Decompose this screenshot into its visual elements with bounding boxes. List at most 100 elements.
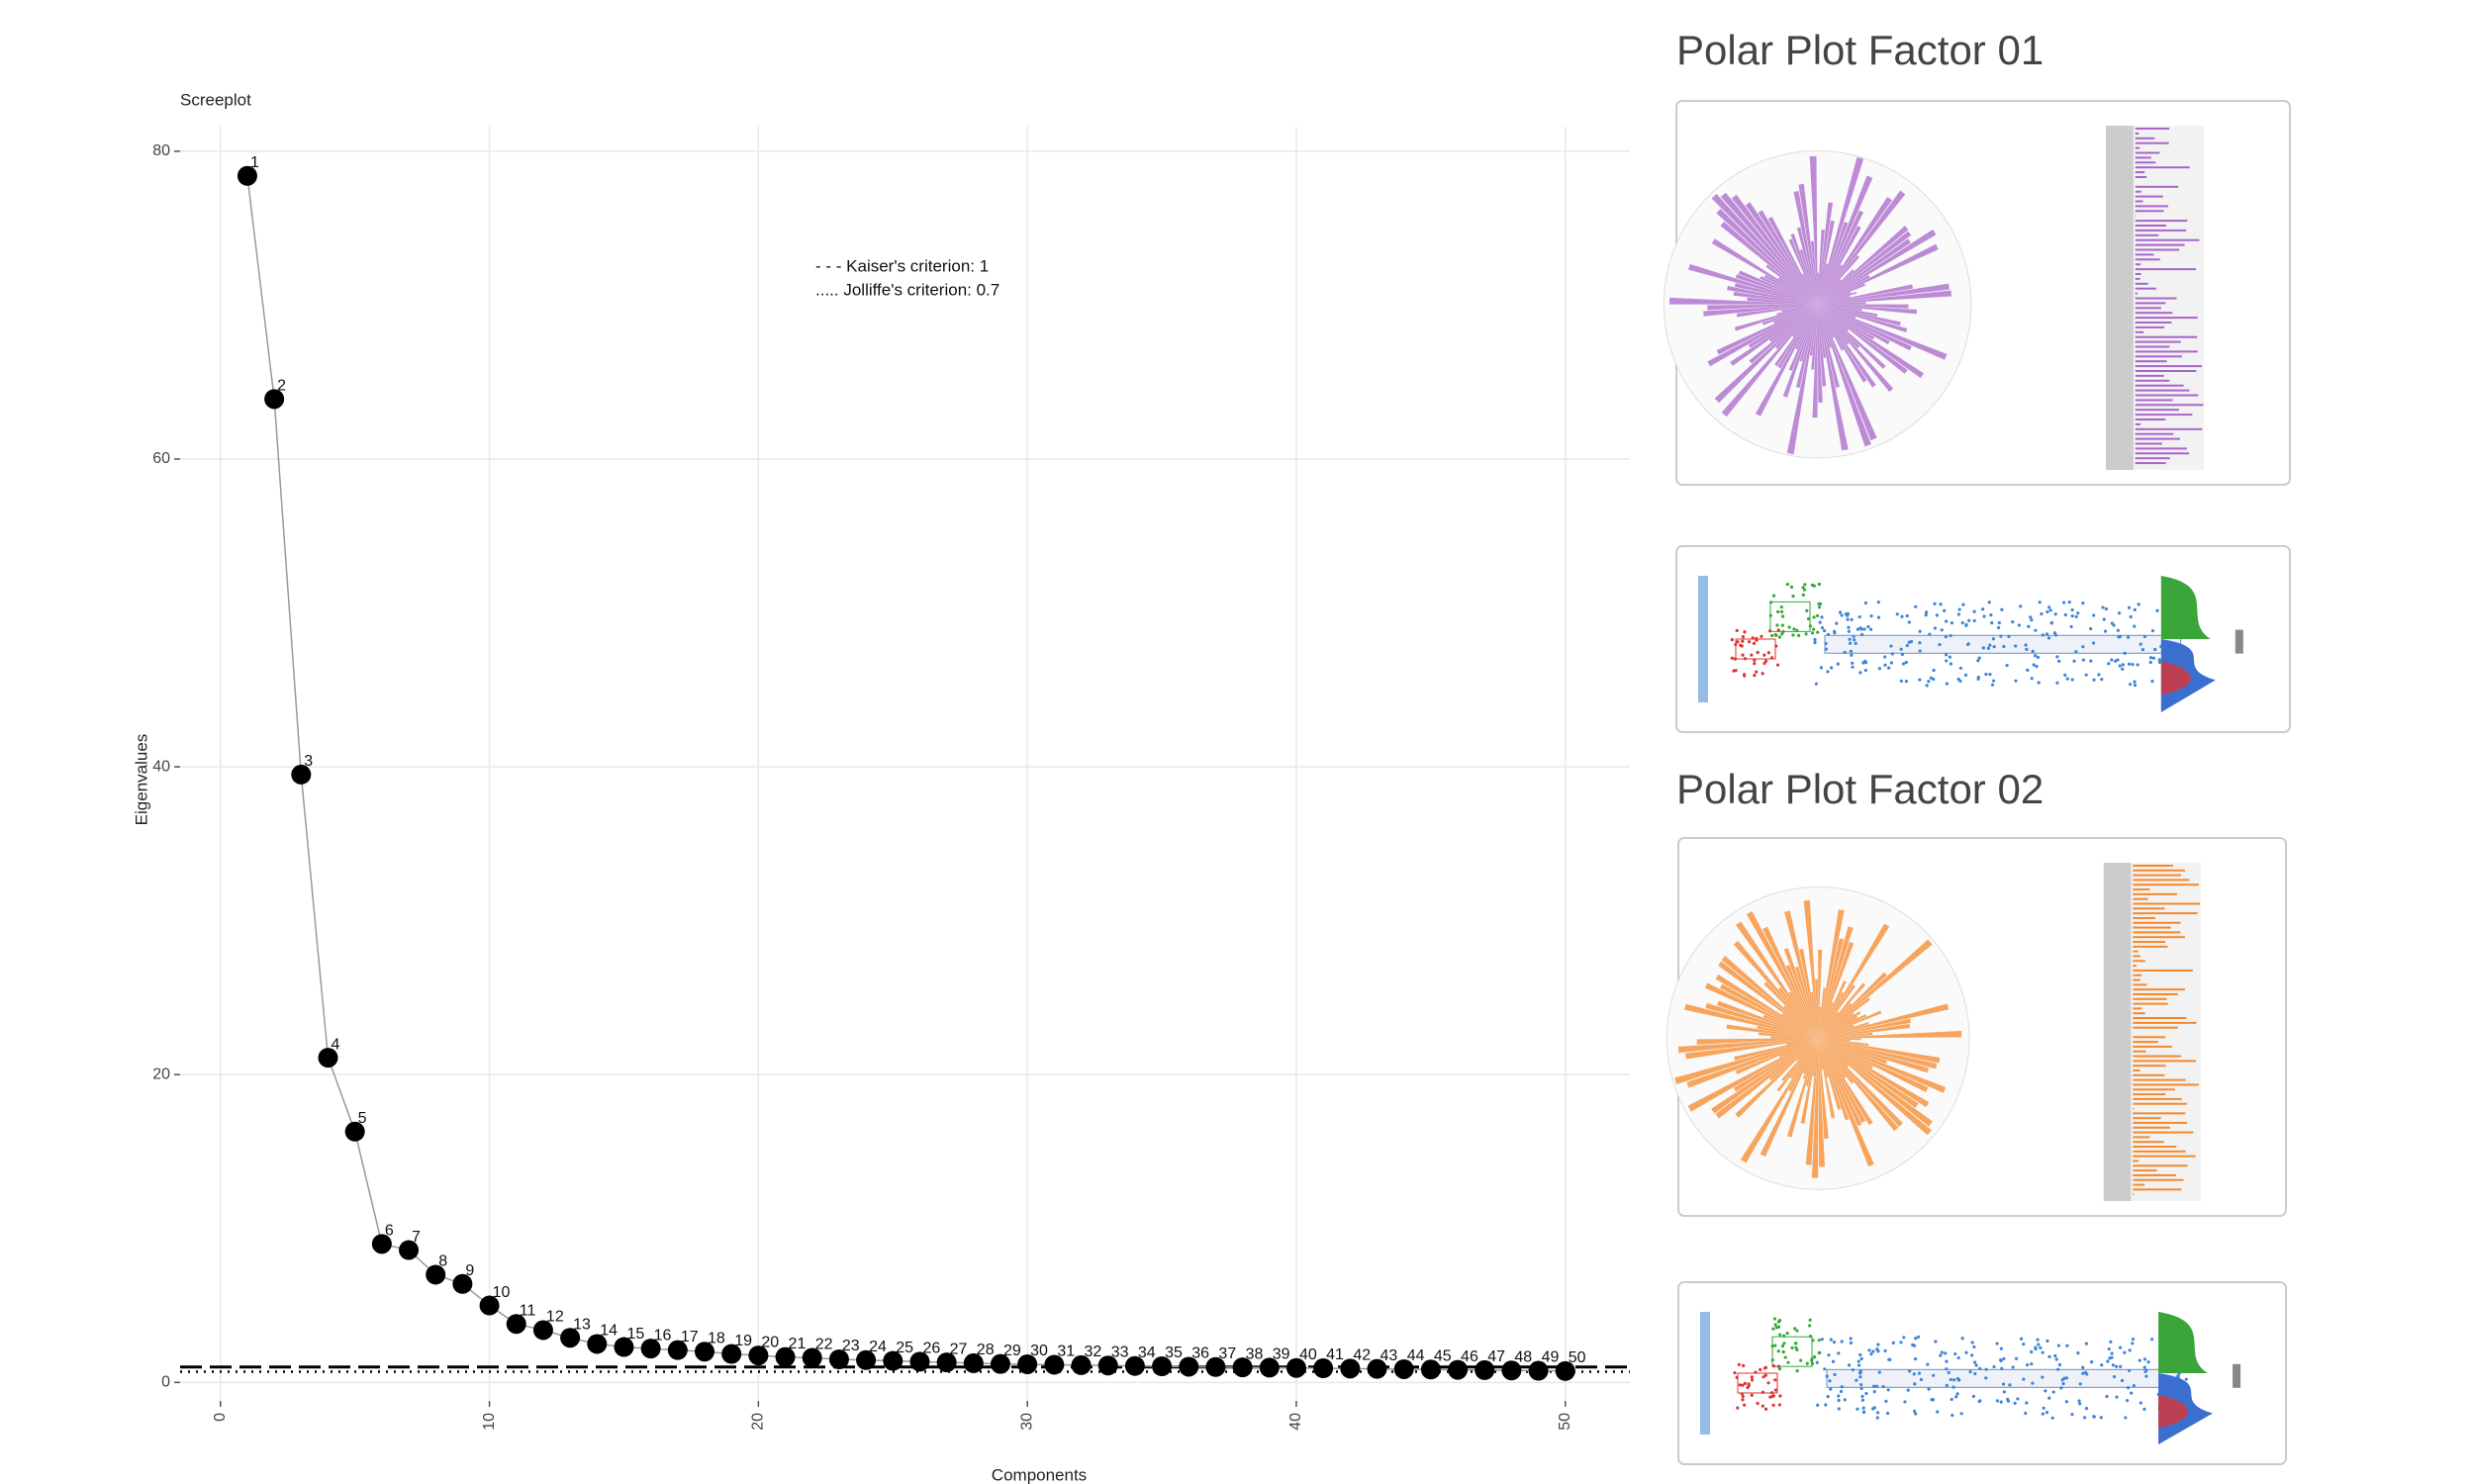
dot	[2084, 1342, 2088, 1345]
dot	[2116, 628, 2120, 632]
dot	[1868, 627, 1873, 631]
point-label: 49	[1542, 1349, 1560, 1366]
polar-wedge	[1817, 175, 1873, 305]
polar-wedge	[1817, 304, 1908, 333]
dot	[1812, 627, 1816, 631]
dot	[2085, 1372, 2089, 1376]
polar-wedge	[1818, 1038, 1861, 1041]
dot	[1871, 1384, 1876, 1388]
dot	[1741, 639, 1745, 643]
polar-wedge	[1735, 274, 1818, 305]
polar-wedge	[1714, 304, 1818, 404]
dot	[2024, 643, 2028, 647]
polar-wedge	[1818, 984, 1856, 1039]
polar-wedge	[1812, 1038, 1819, 1077]
dot	[1752, 641, 1757, 645]
point-label: 12	[546, 1309, 564, 1326]
dot	[2030, 677, 2034, 681]
bar-thumb	[2135, 350, 2198, 353]
dot	[1743, 657, 1748, 661]
polar-wedge	[1795, 304, 1818, 350]
polar-wedge	[1818, 1038, 1826, 1167]
polar-wedge	[1746, 910, 1819, 1039]
polar-wedge	[1716, 304, 1818, 355]
dot	[1883, 663, 1887, 667]
polar-wedge	[1817, 304, 1850, 331]
dot	[1741, 653, 1745, 657]
dot	[2099, 1416, 2103, 1420]
bar-thumb	[2133, 1088, 2175, 1091]
point	[1501, 1360, 1522, 1381]
polar-wedge	[1786, 1038, 1819, 1138]
dot	[1899, 647, 1903, 651]
dot	[2081, 658, 2085, 662]
bar-thumb	[2135, 325, 2165, 328]
dot	[1780, 623, 1784, 627]
dot	[1990, 683, 1995, 687]
dot	[1746, 1385, 1750, 1390]
polar-wedge	[1790, 233, 1818, 305]
polar-wedge	[1802, 1038, 1819, 1079]
polar-wedge	[1818, 1038, 1933, 1127]
point	[1285, 1357, 1306, 1378]
dot	[1808, 1324, 1812, 1328]
point	[1555, 1360, 1575, 1381]
bar-thumb	[2135, 297, 2177, 300]
point	[936, 1352, 957, 1373]
dot	[2081, 1371, 2085, 1375]
dot	[2056, 1367, 2060, 1371]
polar-wedge	[1805, 1038, 1819, 1086]
polar-wedge	[1818, 987, 1826, 1039]
dot	[1734, 642, 1738, 647]
point	[1124, 1355, 1145, 1376]
polar-wedge	[1781, 1038, 1819, 1081]
point-label: 40	[1299, 1346, 1317, 1363]
dot	[1918, 649, 1922, 653]
polar-wedge	[1818, 1038, 1930, 1108]
polar-wedge	[1748, 304, 1818, 348]
dot	[2100, 1363, 2104, 1367]
point-label: 17	[681, 1329, 699, 1345]
dot	[2142, 1407, 2146, 1411]
dot	[2030, 618, 2034, 622]
dot	[1944, 635, 1948, 639]
dot	[1779, 604, 1783, 609]
bar-thumb	[2135, 200, 2143, 203]
point	[318, 1048, 338, 1068]
dot	[1755, 670, 1759, 674]
bar-thumb	[2133, 988, 2186, 991]
dot	[2055, 681, 2059, 685]
point	[667, 1340, 688, 1360]
bar-thumb	[2133, 965, 2137, 968]
dot	[1858, 1375, 1862, 1379]
dot	[1741, 634, 1746, 639]
polar-wedge	[1716, 1000, 1819, 1039]
dot	[1738, 1383, 1742, 1387]
dot	[1889, 644, 1893, 648]
dot	[2042, 1406, 2046, 1410]
polar-wedge	[1818, 1011, 1839, 1039]
dot	[1780, 1344, 1785, 1348]
point	[1259, 1357, 1280, 1378]
dot	[1857, 614, 1861, 619]
polar-wedge	[1760, 276, 1818, 305]
point-label: 30	[1030, 1343, 1048, 1359]
dot	[2107, 662, 2111, 666]
polar-wedge	[1794, 966, 1819, 1039]
point-label: 24	[869, 1339, 887, 1355]
dot	[1945, 619, 1949, 623]
dot	[1763, 1407, 1768, 1411]
polar-wedge	[1817, 304, 1924, 379]
polar-wedge	[1817, 304, 1912, 351]
dot	[1907, 620, 1911, 624]
dot	[1987, 601, 1991, 604]
bar-thumb	[2133, 1055, 2182, 1058]
bar-thumb	[2133, 1159, 2140, 1162]
dot	[1817, 1339, 1821, 1343]
dot	[1872, 1390, 1876, 1394]
bar-thumb	[2133, 983, 2147, 986]
dot	[1777, 1319, 1782, 1323]
dot	[1832, 1341, 1837, 1345]
density-red	[2158, 1395, 2189, 1429]
dot	[1824, 641, 1828, 646]
